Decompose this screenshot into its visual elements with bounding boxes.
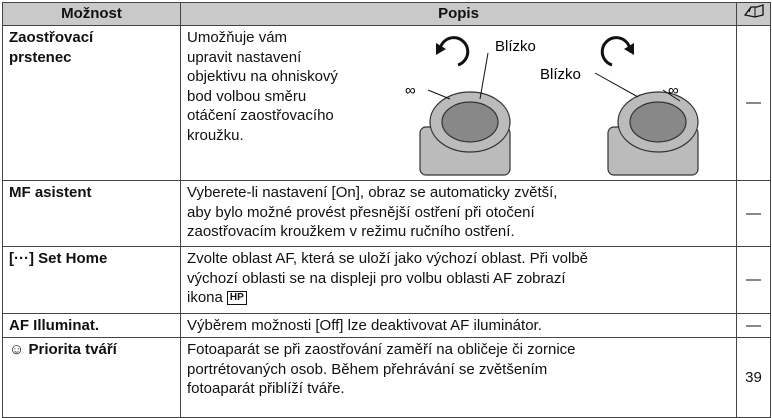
description-text: Výběrem možnosti [Off] lze deaktivovat A… (187, 317, 542, 334)
reference-cell: 39 (736, 337, 771, 418)
reference-cell: — (736, 180, 771, 247)
option-cell: ☺ Priorita tváří (2, 337, 181, 418)
description-text: výchozí oblasti se na displeji pro volbu… (187, 269, 566, 287)
description-line: portrétovaných osob. Během přehrávání se… (187, 360, 730, 380)
option-line: MF asistent (9, 184, 92, 201)
reference-cell: — (736, 25, 771, 181)
description-line: kroužku. (187, 126, 730, 146)
reference-cell: — (736, 313, 771, 338)
description-text: aby bylo možné provést přesnější ostření… (187, 203, 535, 221)
description-line: Fotoaparát se při zaostřování zaměří na … (187, 340, 730, 360)
table-row: AF Illuminat. Výběrem možnosti [Off] lze … (2, 313, 771, 338)
header-cell (736, 2, 771, 26)
description-cell: Zvolte oblast AF, která se uloží jako vý… (180, 246, 737, 314)
description-text: Zvolte oblast AF, která se uloží jako vý… (187, 250, 589, 267)
table-row: ☺ Priorita tváří Fotoaparát se při zaostř… (2, 337, 771, 418)
description-line: upravit nastavení (187, 48, 730, 68)
description-line: aby bylo možné provést přesnější ostření… (187, 203, 730, 223)
description-line: objektivu na ohniskový (187, 67, 730, 87)
description-cell: Vyberete-li nastavení [On], obraz se aut… (180, 180, 737, 247)
reference-cell: — (736, 246, 771, 314)
description-text: portrétovaných osob. Během přehrávání se… (187, 360, 548, 378)
figure-label: Blízko (540, 66, 581, 83)
table-row: [···] Set Home Zvolte oblast AF, která se… (2, 246, 771, 314)
figure-label: ∞ (668, 82, 679, 99)
description-cell: Výběrem možnosti [Off] lze deaktivovat A… (180, 313, 737, 338)
description-line: zaostřovacím kroužkem v režimu ručního o… (187, 222, 730, 242)
figure-label: ∞ (405, 82, 416, 99)
figure-label: Blízko (495, 38, 536, 55)
description-line: Zvolte oblast AF, která se uloží jako vý… (187, 249, 730, 269)
description-line: Vyberete-li nastavení [On], obraz se aut… (187, 183, 730, 203)
description-cell: Fotoaparát se při zaostřování zaměří na … (180, 337, 737, 418)
description-text: fotoaparát přiblíží tváře. (187, 380, 345, 397)
description-line: Výběrem možnosti [Off] lze deaktivovat A… (187, 316, 730, 336)
option-cell: MF asistent (2, 180, 181, 247)
option-cell: Zaostřovací prstenec (2, 25, 181, 181)
description-text: Umožňuje vám (187, 29, 288, 46)
description-text: Vyberete-li nastavení [On], obraz se aut… (187, 184, 558, 201)
hp-icon: HP (226, 291, 247, 306)
option-line: Zaostřovací (9, 29, 94, 46)
table-row: MF asistent Vyberete-li nastavení [On], o… (2, 180, 771, 247)
focus-ring-figure: Blízko ∞ Blízko ∞ (405, 36, 699, 176)
option-line: ☺ Priorita tváří (9, 341, 117, 358)
header-cell: Popis (180, 2, 737, 26)
description-text: zaostřovacím kroužkem v režimu ručního o… (187, 223, 515, 240)
description-text: objektivu na ohniskový (187, 68, 338, 85)
option-line: prstenec (9, 48, 72, 66)
description-text: kroužku. (187, 126, 244, 144)
option-line: AF Illuminat. (9, 317, 99, 334)
header-cell: Možnost (2, 2, 181, 26)
description-text: upravit nastavení (187, 48, 302, 66)
header-row: Možnost Popis (2, 2, 771, 26)
option-cell: [···] Set Home (2, 246, 181, 314)
description-line: bod volbou směru (187, 87, 730, 107)
description-line: otáčení zaostřovacího (187, 106, 730, 126)
description-line: fotoaparát přiblíží tváře. (187, 379, 730, 399)
description-text: bod volbou směru (187, 87, 307, 105)
description-text: ikona (187, 289, 223, 306)
description-line: Umožňuje vám (187, 28, 730, 48)
description-text: Fotoaparát se při zaostřování zaměří na … (187, 341, 576, 358)
reference-icon (743, 4, 764, 18)
description-line: ikona HP (187, 288, 730, 308)
description-line: výchozí oblasti se na displeji pro volbu… (187, 269, 730, 289)
option-line: [···] Set Home (9, 250, 108, 267)
option-cell: AF Illuminat. (2, 313, 181, 338)
description-text: otáčení zaostřovacího (187, 107, 334, 124)
